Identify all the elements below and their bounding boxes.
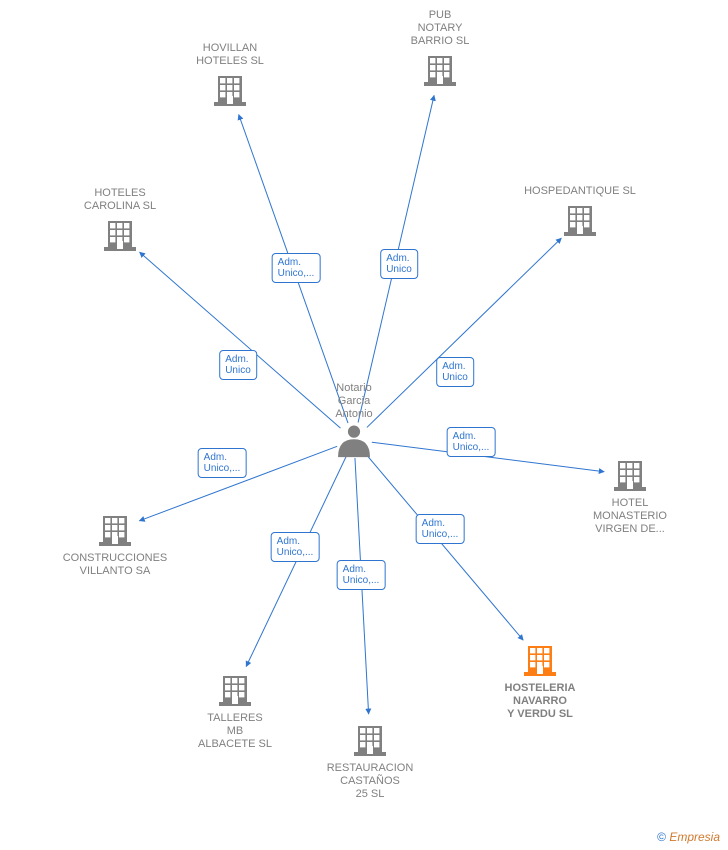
building-icon <box>219 676 251 706</box>
edge-label: Adm.Unico,... <box>447 427 496 457</box>
edge-label: Adm.Unico <box>219 350 257 380</box>
node-label: HOSPEDANTIQUE SL <box>520 185 640 198</box>
node-label: HOTELESCAROLINA SL <box>60 187 180 213</box>
edge-label: Adm.Unico,... <box>198 448 247 478</box>
edge-label: Adm.Unico <box>380 249 418 279</box>
brand-name: Empresia <box>669 830 720 844</box>
building-icon <box>424 56 456 86</box>
building-icon <box>564 206 596 236</box>
building-icon <box>524 646 556 676</box>
copyright-symbol: © <box>657 830 666 844</box>
person-icon <box>338 426 370 458</box>
node-label: PUBNOTARYBARRIO SL <box>380 9 500 48</box>
building-icon <box>104 221 136 251</box>
edge <box>366 454 524 640</box>
building-icon <box>99 516 131 546</box>
node-label: TALLERESMBALBACETE SL <box>175 712 295 751</box>
watermark: © Empresia <box>657 830 720 844</box>
center-node-label: NotarioGarciaAntonio <box>314 382 394 421</box>
node-label: RESTAURACIONCASTAÑOS25 SL <box>310 762 430 801</box>
edge-label: Adm.Unico <box>436 357 474 387</box>
node-label: HOTELMONASTERIOVIRGEN DE... <box>570 497 690 536</box>
edge-label: Adm.Unico,... <box>416 514 465 544</box>
node-label: HOVILLANHOTELES SL <box>170 42 290 68</box>
building-icon <box>614 461 646 491</box>
edge-label: Adm.Unico,... <box>272 253 321 283</box>
node-label: CONSTRUCCIONESVILLANTO SA <box>55 552 175 578</box>
edge-label: Adm.Unico,... <box>337 560 386 590</box>
building-icon <box>214 76 246 106</box>
node-label: HOSTELERIANAVARROY VERDU SL <box>480 682 600 721</box>
building-icon <box>354 726 386 756</box>
edge-label: Adm.Unico,... <box>271 532 320 562</box>
diagram-canvas <box>0 0 728 850</box>
